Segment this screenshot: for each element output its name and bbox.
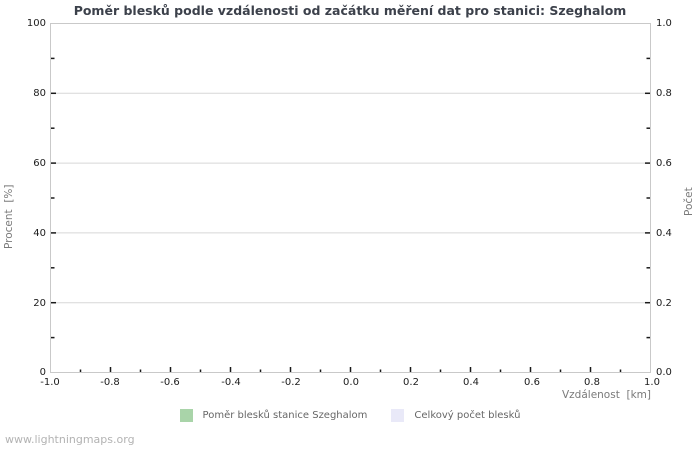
legend-label-total-count: Celkový počet blesků: [414, 410, 521, 421]
y-left-tick-0: 0: [39, 367, 46, 378]
legend-label-station-ratio: Poměr blesků stanice Szeghalom: [202, 410, 368, 421]
x-minor-ticks: [79, 369, 622, 372]
watermark: www.lightningmaps.org: [5, 433, 135, 446]
chart-legend: Poměr blesků stanice Szeghalom Celkový p…: [0, 409, 700, 422]
y-left-minor-ticks: [51, 57, 55, 339]
legend-item-total-count: Celkový počet blesků: [391, 409, 520, 422]
x-tick--0.4: -0.4: [221, 377, 241, 388]
x-tick-0.6: 0.6: [524, 377, 540, 388]
x-tick--0.6: -0.6: [160, 377, 180, 388]
y-left-tick-80: 80: [33, 88, 46, 99]
legend-swatch-green: [179, 409, 193, 422]
x-tick-0.2: 0.2: [403, 377, 419, 388]
y-right-major-ticks: [645, 92, 650, 304]
chart-title: Poměr blesků podle vzdálenosti od začátk…: [73, 3, 627, 18]
y-left-tick-100: 100: [26, 18, 46, 29]
x-tick--1.0: -1.0: [40, 377, 60, 388]
y-right-tick-1.0: 1.0: [656, 18, 672, 29]
y-right-minor-ticks: [646, 57, 650, 339]
legend-item-station-ratio: Poměr blesků stanice Szeghalom: [179, 409, 368, 422]
y-right-tick-0.6: 0.6: [656, 158, 672, 169]
y-left-tick-40: 40: [33, 228, 46, 239]
y-right-tick-0.2: 0.2: [656, 298, 672, 309]
x-tick-0.8: 0.8: [584, 377, 600, 388]
y-left-major-ticks: [51, 92, 56, 304]
plot-border: [50, 23, 651, 373]
x-tick-1.0: 1.0: [644, 377, 660, 388]
y-left-tick-60: 60: [33, 158, 46, 169]
x-tick-0.4: 0.4: [463, 377, 479, 388]
x-axis-title: Vzdálenost [km]: [561, 389, 651, 401]
x-tick--0.8: -0.8: [100, 377, 120, 388]
y-axis-left-title: Procent [%]: [3, 184, 15, 249]
y-right-tick-0.8: 0.8: [656, 88, 672, 99]
plot-canvas: [50, 23, 651, 373]
x-tick-0.0: 0.0: [343, 377, 359, 388]
y-axis-right-title: Počet: [683, 187, 695, 216]
x-tick--0.2: -0.2: [281, 377, 301, 388]
plot-area: [50, 23, 651, 374]
legend-swatch-lavender: [391, 409, 405, 422]
x-major-ticks: [109, 367, 592, 372]
y-right-tick-0.4: 0.4: [656, 228, 672, 239]
y-left-tick-20: 20: [33, 298, 46, 309]
y-right-tick-0.0: 0.0: [656, 367, 672, 378]
horizontal-gridlines: [51, 92, 650, 304]
